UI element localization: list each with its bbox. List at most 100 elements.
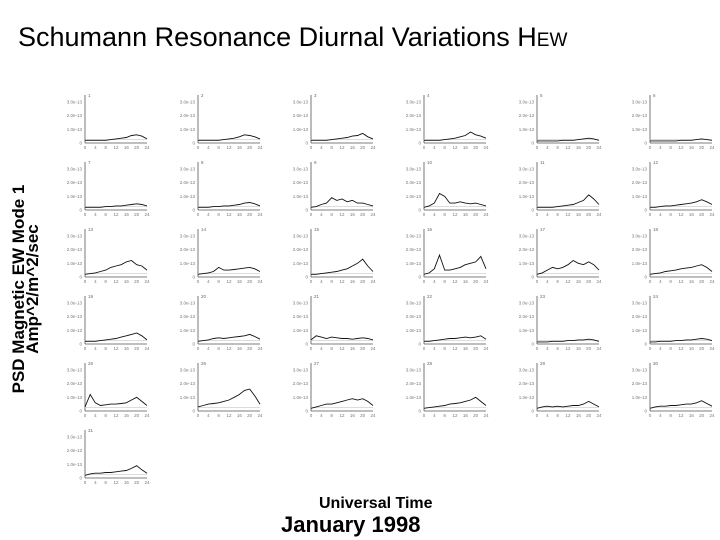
y-tick-label: 2.0e-13 — [293, 180, 309, 185]
y-tick-label: 1.0e-13 — [519, 194, 535, 199]
y-tick-label: 0 — [192, 275, 195, 280]
x-tick-label: 24 — [709, 145, 715, 150]
x-tick-label: 12 — [113, 480, 119, 485]
y-tick-label: 3.0e-13 — [293, 99, 309, 104]
x-tick-label: 24 — [709, 346, 715, 351]
x-tick-label: 8 — [443, 279, 446, 284]
x-tick-label: 16 — [463, 212, 469, 217]
y-tick-label: 3.0e-13 — [180, 300, 196, 305]
panel-day-7: 7 3.0e-13 2.0e-13 1.0e-13 00 4 8 12 16 20 24 — [67, 160, 150, 217]
x-tick-label: 0 — [649, 145, 652, 150]
panel-series-line — [85, 134, 148, 141]
x-tick-label: 20 — [134, 145, 140, 150]
x-tick-label: 16 — [350, 212, 356, 217]
x-tick-label: 20 — [134, 279, 140, 284]
y-tick-label: 3.0e-13 — [519, 233, 535, 238]
y-tick-label: 1.0e-13 — [632, 127, 648, 132]
x-tick-label: 12 — [113, 346, 119, 351]
x-tick-label: 20 — [699, 145, 705, 150]
x-tick-label: 12 — [678, 212, 684, 217]
x-tick-label: 20 — [586, 279, 592, 284]
x-tick-label: 20 — [134, 480, 140, 485]
x-tick-label: 12 — [678, 413, 684, 418]
y-tick-label: 2.0e-13 — [67, 381, 83, 386]
x-tick-label: 8 — [669, 413, 672, 418]
panel-day-label: 11 — [540, 160, 545, 165]
x-tick-label: 24 — [596, 145, 602, 150]
x-tick-label: 24 — [257, 346, 263, 351]
x-tick-label: 20 — [247, 145, 253, 150]
x-tick-label: 4 — [207, 145, 210, 150]
x-tick-label: 20 — [473, 413, 479, 418]
x-tick-label: 24 — [257, 413, 263, 418]
y-tick-label: 3.0e-13 — [632, 367, 648, 372]
y-tick-label: 0 — [79, 342, 82, 347]
panel-series-line — [423, 253, 487, 275]
x-tick-label: 20 — [473, 279, 479, 284]
x-tick-label: 24 — [370, 413, 376, 418]
panel-series-line — [537, 194, 600, 208]
panel-series-line — [84, 260, 148, 275]
y-tick-label: 0 — [644, 409, 647, 414]
x-tick-label: 24 — [483, 279, 489, 284]
x-tick-label: 8 — [217, 212, 220, 217]
x-tick-label: 12 — [678, 279, 684, 284]
x-tick-label: 16 — [124, 212, 130, 217]
panel-day-label: 25 — [88, 361, 94, 366]
x-tick-label: 12 — [226, 279, 232, 284]
y-tick-label: 3.0e-13 — [67, 233, 83, 238]
x-tick-label: 0 — [536, 346, 539, 351]
y-tick-label: 3.0e-13 — [180, 166, 196, 171]
panel-series-line — [84, 465, 148, 476]
x-tick-label: 12 — [565, 413, 571, 418]
x-tick-label: 24 — [144, 413, 150, 418]
y-tick-label: 3.0e-13 — [293, 367, 309, 372]
panel-series-line — [424, 131, 487, 141]
x-tick-label: 24 — [596, 279, 602, 284]
x-tick-label: 16 — [463, 413, 469, 418]
x-tick-label: 8 — [556, 346, 559, 351]
y-tick-label: 1.0e-13 — [632, 395, 648, 400]
panel-day-label: 14 — [201, 227, 207, 232]
y-tick-label: 1.0e-13 — [293, 328, 309, 333]
x-tick-label: 8 — [443, 346, 446, 351]
y-tick-label: 1.0e-13 — [180, 395, 196, 400]
x-tick-label: 4 — [207, 346, 210, 351]
y-tick-label: 3.0e-13 — [519, 300, 535, 305]
x-tick-label: 0 — [84, 145, 87, 150]
panel-series-line — [536, 400, 600, 409]
y-tick-label: 1.0e-13 — [67, 395, 83, 400]
x-tick-label: 4 — [94, 480, 97, 485]
panel-series-line — [536, 259, 600, 275]
x-tick-label: 24 — [144, 346, 150, 351]
x-tick-label: 12 — [452, 279, 458, 284]
y-tick-label: 1.0e-13 — [67, 194, 83, 199]
panel-day-22: 22 3.0e-13 2.0e-13 1.0e-13 00 4 8 12 16 20 24 — [406, 294, 489, 351]
x-tick-label: 4 — [433, 413, 436, 418]
x-tick-label: 4 — [659, 212, 662, 217]
y-tick-label: 0 — [305, 342, 308, 347]
x-tick-label: 8 — [556, 212, 559, 217]
y-tick-label: 3.0e-13 — [67, 434, 83, 439]
y-tick-label: 2.0e-13 — [519, 180, 535, 185]
chart-title: Schumann Resonance Diurnal Variations HE… — [18, 22, 567, 53]
y-tick-label: 1.0e-13 — [406, 395, 422, 400]
x-tick-label: 24 — [483, 145, 489, 150]
y-tick-label: 0 — [192, 208, 195, 213]
panel-day-label: 20 — [201, 294, 207, 299]
x-tick-label: 4 — [207, 212, 210, 217]
x-tick-label: 4 — [546, 279, 549, 284]
x-tick-label: 0 — [649, 413, 652, 418]
panel-day-14: 14 3.0e-13 2.0e-13 1.0e-13 00 4 8 12 16 20 24 — [180, 227, 263, 284]
panel-day-17: 17 3.0e-13 2.0e-13 1.0e-13 00 4 8 12 16 20 24 — [519, 227, 602, 284]
y-tick-label: 2.0e-13 — [67, 247, 83, 252]
x-tick-label: 8 — [330, 279, 333, 284]
x-tick-label: 16 — [124, 279, 130, 284]
x-tick-label: 12 — [565, 145, 571, 150]
panel-day-label: 16 — [427, 227, 433, 232]
y-tick-label: 3.0e-13 — [180, 367, 196, 372]
panel-series-line — [649, 264, 713, 275]
x-tick-label: 0 — [84, 413, 87, 418]
x-tick-label: 20 — [360, 279, 366, 284]
y-tick-label: 3.0e-13 — [293, 233, 309, 238]
